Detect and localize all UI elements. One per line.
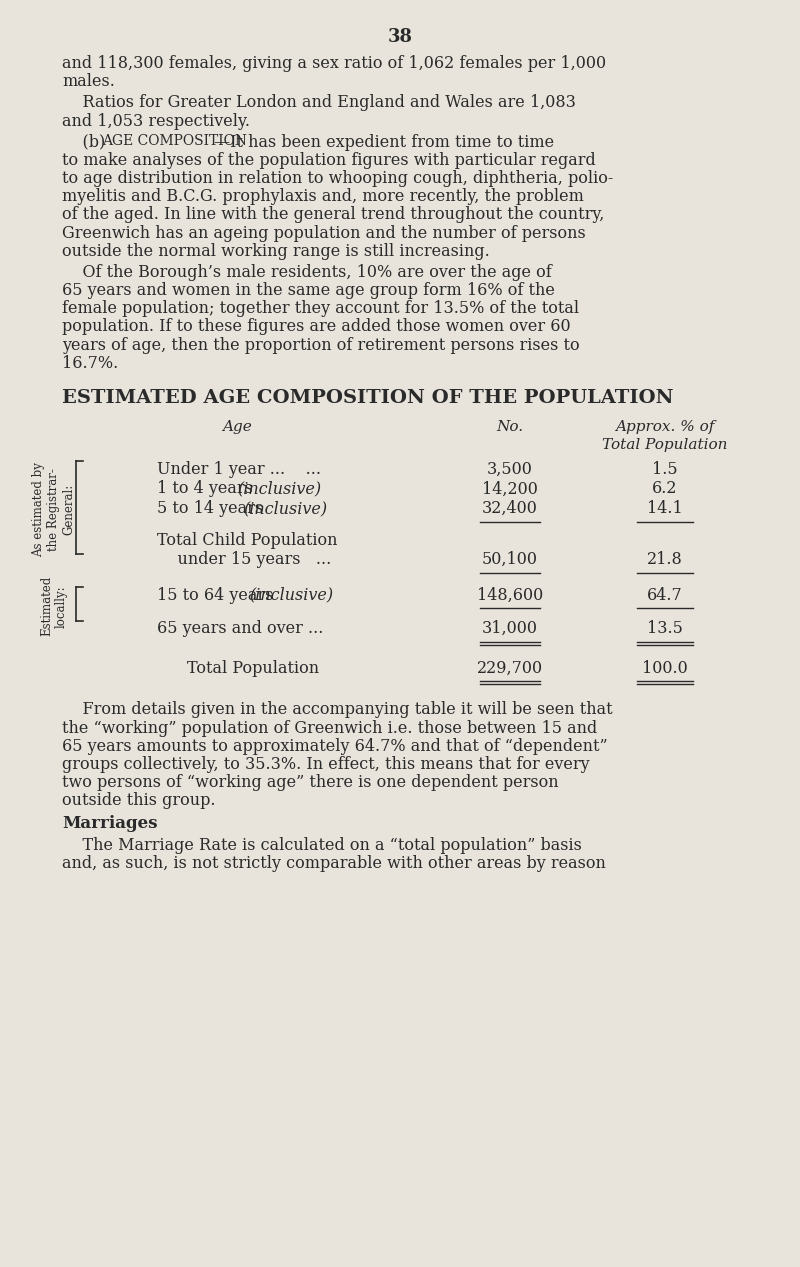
Text: Total Population: Total Population <box>187 660 319 677</box>
Text: (b): (b) <box>62 134 110 151</box>
Text: Under 1 year ...    ...: Under 1 year ... ... <box>157 461 321 478</box>
Text: (inclusive): (inclusive) <box>243 500 327 517</box>
Text: 1.5: 1.5 <box>652 461 678 478</box>
Text: Ratios for Greater London and England and Wales are 1,083: Ratios for Greater London and England an… <box>62 94 576 111</box>
Text: and 1,053 respectively.: and 1,053 respectively. <box>62 113 250 129</box>
Text: 5 to 14 years: 5 to 14 years <box>157 500 268 517</box>
Text: From details given in the accompanying table it will be seen that: From details given in the accompanying t… <box>62 702 613 718</box>
Text: myelitis and B.C.G. prophylaxis and, more recently, the problem: myelitis and B.C.G. prophylaxis and, mor… <box>62 189 584 205</box>
Text: 31,000: 31,000 <box>482 621 538 637</box>
Text: population. If to these figures are added those women over 60: population. If to these figures are adde… <box>62 318 570 336</box>
Text: AGE COMPOSITION: AGE COMPOSITION <box>102 134 247 148</box>
Text: 65 years and women in the same age group form 16% of the: 65 years and women in the same age group… <box>62 283 555 299</box>
Text: 1 to 4 years: 1 to 4 years <box>157 480 258 498</box>
Text: and 118,300 females, giving a sex ratio of 1,062 females per 1,000: and 118,300 females, giving a sex ratio … <box>62 54 606 72</box>
Text: 229,700: 229,700 <box>477 660 543 677</box>
Text: Of the Borough’s male residents, 10% are over the age of: Of the Borough’s male residents, 10% are… <box>62 264 552 281</box>
Text: No.: No. <box>497 419 523 433</box>
Text: 38: 38 <box>387 28 413 46</box>
Text: 14.1: 14.1 <box>647 500 683 517</box>
Text: 148,600: 148,600 <box>477 587 543 603</box>
Text: 6.2: 6.2 <box>652 480 678 498</box>
Text: males.: males. <box>62 73 115 90</box>
Text: Marriages: Marriages <box>62 816 158 832</box>
Text: The Marriage Rate is calculated on a “total population” basis: The Marriage Rate is calculated on a “to… <box>62 837 582 854</box>
Text: outside this group.: outside this group. <box>62 792 215 810</box>
Text: Total Child Population: Total Child Population <box>157 532 338 549</box>
Text: 64.7: 64.7 <box>647 587 683 603</box>
Text: years of age, then the proportion of retirement persons rises to: years of age, then the proportion of ret… <box>62 337 580 353</box>
Text: two persons of “working age” there is one dependent person: two persons of “working age” there is on… <box>62 774 558 791</box>
Text: 100.0: 100.0 <box>642 660 688 677</box>
Text: to make analyses of the population figures with particular regard: to make analyses of the population figur… <box>62 152 596 169</box>
Text: female population; together they account for 13.5% of the total: female population; together they account… <box>62 300 579 317</box>
Text: 50,100: 50,100 <box>482 551 538 568</box>
Text: —It has been expedient from time to time: —It has been expedient from time to time <box>214 134 554 151</box>
Text: groups collectively, to 35.3%. In effect, this means that for every: groups collectively, to 35.3%. In effect… <box>62 756 590 773</box>
Text: 3,500: 3,500 <box>487 461 533 478</box>
Text: to age distribution in relation to whooping cough, diphtheria, polio-: to age distribution in relation to whoop… <box>62 170 614 188</box>
Text: Estimated
locally:: Estimated locally: <box>40 576 68 636</box>
Text: of the aged. In line with the general trend throughout the country,: of the aged. In line with the general tr… <box>62 207 604 223</box>
Text: (inclusive): (inclusive) <box>250 587 334 603</box>
Text: (inclusive): (inclusive) <box>237 480 321 498</box>
Text: As estimated by
the Registrar-
General:: As estimated by the Registrar- General: <box>33 462 75 557</box>
Text: Total Population: Total Population <box>602 438 728 452</box>
Text: Age: Age <box>222 419 252 433</box>
Text: 65 years and over ...: 65 years and over ... <box>157 621 323 637</box>
Text: and, as such, is not strictly comparable with other areas by reason: and, as such, is not strictly comparable… <box>62 855 606 873</box>
Text: 15 to 64 years: 15 to 64 years <box>157 587 278 603</box>
Text: Greenwich has an ageing population and the number of persons: Greenwich has an ageing population and t… <box>62 224 586 242</box>
Text: 14,200: 14,200 <box>482 480 538 498</box>
Text: ESTIMATED AGE COMPOSITION OF THE POPULATION: ESTIMATED AGE COMPOSITION OF THE POPULAT… <box>62 389 674 407</box>
Text: Approx. % of: Approx. % of <box>615 419 714 433</box>
Text: the “working” population of Greenwich i.e. those between 15 and: the “working” population of Greenwich i.… <box>62 720 598 736</box>
Text: 16.7%.: 16.7%. <box>62 355 118 371</box>
Text: 21.8: 21.8 <box>647 551 683 568</box>
Text: outside the normal working range is still increasing.: outside the normal working range is stil… <box>62 243 490 260</box>
Text: 13.5: 13.5 <box>647 621 683 637</box>
Text: 32,400: 32,400 <box>482 500 538 517</box>
Text: 65 years amounts to approximately 64.7% and that of “dependent”: 65 years amounts to approximately 64.7% … <box>62 737 608 755</box>
Text: under 15 years   ...: under 15 years ... <box>157 551 331 568</box>
